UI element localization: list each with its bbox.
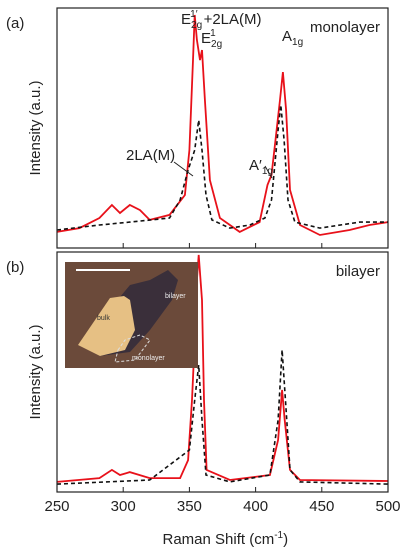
y-axis-label: Intensity (a.u.)	[27, 324, 44, 419]
x-tick-label: 450	[309, 498, 334, 515]
peak-annotation: A1g	[282, 28, 303, 48]
peak-annotation-base: E	[201, 30, 211, 47]
spectrum-black	[56, 104, 388, 231]
x-axis-label: Raman Shift (cm-1)	[163, 530, 289, 548]
inset-bulk	[78, 296, 135, 356]
y-axis-label: Intensity (a.u.)	[27, 80, 44, 175]
x-tick-label: 500	[375, 498, 400, 515]
peak-annotation-sub: 2g	[211, 39, 222, 50]
annotation-arrow	[264, 165, 273, 179]
peak-annotation-suffix: +2LA(M)	[204, 11, 262, 28]
x-axis-label-base: Raman Shift (cm	[163, 531, 275, 548]
panel-label: (b)	[6, 259, 24, 276]
x-tick-label: 400	[243, 498, 268, 515]
panel-label: (a)	[6, 15, 24, 32]
plot-frame	[56, 251, 389, 493]
annotation-arrow	[173, 161, 194, 177]
inset-photo	[65, 262, 198, 368]
sample-label: bilayer	[336, 263, 380, 280]
spectrum-red	[56, 254, 389, 483]
peak-annotation: E2g1′ +2LA(M)	[181, 9, 262, 31]
inset-label: bulk	[97, 315, 110, 322]
x-axis-label-sup: -1	[274, 530, 283, 541]
x-axis-label-suffix: )	[283, 531, 288, 548]
x-tick-label: 350	[177, 498, 202, 515]
peak-annotation: A′1g	[249, 157, 273, 177]
peak-annotation-sub: 1g	[262, 166, 273, 177]
x-tick-label: 300	[111, 498, 136, 515]
peak-annotation-base: A	[282, 28, 292, 45]
inset-monolayer-outline	[114, 334, 151, 363]
peak-annotation: E2g1	[201, 28, 222, 50]
peak-annotation-sub: 1g	[292, 37, 303, 48]
peak-annotation-sub: 2g	[191, 20, 202, 31]
plot-frame	[56, 7, 389, 249]
peak-annotation-base: E	[181, 11, 191, 28]
peak-annotation-sup: 1	[210, 28, 216, 39]
spectrum-red	[56, 14, 389, 236]
peak-annotation: 2LA(M)	[126, 147, 175, 164]
inset-label: monolayer	[132, 355, 165, 362]
x-tick-label: 250	[44, 498, 69, 515]
peak-annotation-base: A′	[249, 157, 262, 174]
sample-label: monolayer	[310, 19, 380, 36]
spectrum-black	[56, 349, 389, 485]
peak-annotation-sup: 1′	[190, 9, 198, 20]
inset-label: bilayer	[165, 293, 186, 300]
peak-annotation-base: 2LA(M)	[126, 147, 175, 164]
